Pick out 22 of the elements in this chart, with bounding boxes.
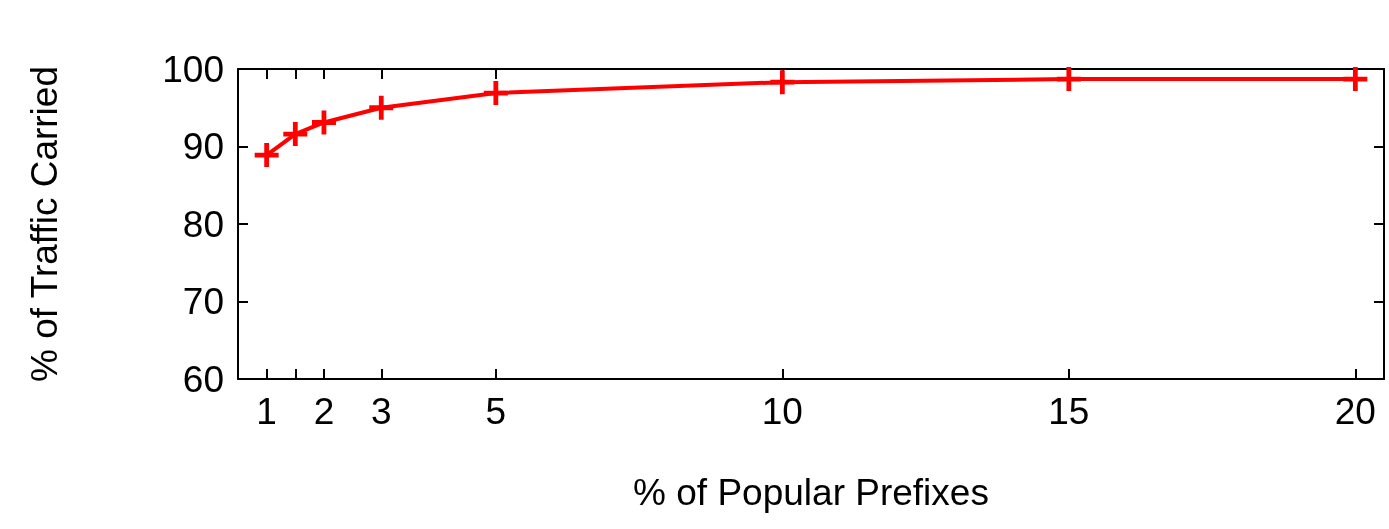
x-axis-title: % of Popular Prefixes (633, 472, 989, 513)
y-tick-label: 80 (182, 203, 224, 245)
y-tick-label: 70 (182, 281, 224, 322)
x-tick-label: 5 (485, 391, 507, 432)
point (770, 70, 795, 95)
x-tick-label: 20 (1334, 391, 1376, 432)
point (311, 110, 336, 135)
x-tick-label: 2 (313, 391, 335, 432)
y-tick-label: 90 (182, 126, 224, 167)
x-tick-label: 3 (370, 391, 392, 432)
y-tick-label: 100 (162, 48, 224, 90)
y-tick-label: 60 (182, 358, 224, 400)
point (1056, 67, 1081, 92)
x-tick-label: 15 (1048, 391, 1090, 432)
point (483, 81, 508, 106)
point (1343, 67, 1368, 92)
x-tick-label: 1 (256, 391, 277, 432)
point (254, 143, 279, 168)
point (369, 95, 394, 120)
x-tick-label: 10 (761, 391, 803, 432)
y-axis-title: % of Traffic Carried (24, 66, 65, 382)
point (283, 122, 308, 147)
